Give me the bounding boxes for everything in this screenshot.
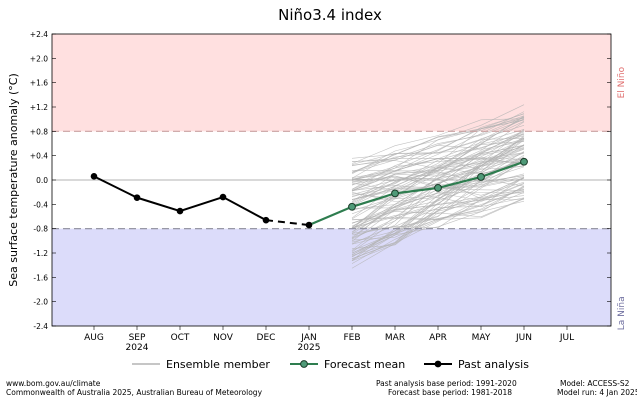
past-to-forecast-connector [265,219,310,227]
ensemble-member-line [351,192,525,209]
y-tick-label: +0.4 [30,152,48,161]
x-tick-label: DEC [257,333,276,343]
ensemble-member-line [352,192,525,229]
chart-title: Niño3.4 index [278,6,382,24]
forecast-mean-point [391,189,399,198]
ensemble-member-line [351,111,525,180]
past-analysis-point [133,194,141,201]
y-tick-label: +0.8 [30,127,48,136]
x-tick-label: MAR [385,333,405,343]
ensemble-member-line [351,159,525,232]
x-tick-label: OCT [171,333,190,343]
ensemble-member-line [351,152,525,181]
x-tick-label: FEB [343,333,360,343]
x-tick-label: MAY [472,333,491,343]
legend-forecast-marker [300,360,308,368]
forecast-start-point [305,221,313,229]
ensemble-member-line [351,160,525,261]
ensemble-member-line [351,200,525,221]
y-tick-label: -1.6 [33,273,48,282]
ensemble-member-line [351,199,524,236]
x-tick-label: JUL [559,333,574,343]
ensemble-member-line [351,197,525,249]
past-analysis-point [262,216,270,224]
la-nina-label: La Niña [617,296,627,330]
legend-label: Ensemble member [166,358,270,371]
footer-model-run: Model run: 4 Jan 2025 [557,388,637,397]
footer-past-base-period: Past analysis base period: 1991-2020 [376,379,517,388]
footer-model-name: Model: ACCESS-S2 [560,379,630,388]
ensemble-member-line [351,152,525,192]
forecast-mean-point [348,202,356,211]
ensemble-member-line [351,113,525,175]
ensemble-member-line [351,116,525,162]
ensemble-member-line [351,161,525,182]
y-tick-label: -1.2 [33,249,48,258]
ensemble-member-line [351,182,525,224]
y-tick-label: +1.6 [30,79,48,88]
ensemble-member-line [351,185,525,262]
ensemble-member-line [351,186,525,241]
ensemble-member-line [351,157,525,211]
ensemble-member-line [351,117,525,159]
x-tick-label: APR [429,333,447,343]
y-tick-label: +1.2 [30,103,48,112]
ensemble-member-line [351,171,525,183]
la-nina-region [52,228,611,326]
el-nino-region [52,34,611,132]
ensemble-member-line [351,195,525,220]
footer-website: www.bom.gov.au/climate [6,379,101,388]
ensemble-member-line [351,191,525,229]
footer-model-info: Model: ACCESS-S2 Model run: 4 Jan 2025 [557,379,637,397]
past-analysis-point [176,207,184,215]
ensemble-member-line [351,140,525,165]
footer-forecast-base-period: Forecast base period: 1981-2018 [388,388,513,397]
y-tick-label: +2.4 [30,30,48,39]
y-tick-label: -2.0 [33,298,48,307]
forecast-mean-point [520,157,528,166]
el-nino-label: El Niño [617,66,627,98]
forecast-mean-point [434,184,442,192]
ensemble-member-line [351,183,525,257]
y-tick-label: -0.8 [33,225,48,234]
y-tick-label: +2.0 [30,54,48,63]
ensemble-member-line [351,116,525,202]
x-tick-label: JUN [515,333,532,343]
ensemble-member-line [351,177,525,200]
ensemble-member-line [351,151,525,228]
legend-label: Past analysis [458,358,529,371]
x-year-label: 2025 [298,343,321,353]
footer-credits: www.bom.gov.au/climate Commonwealth of A… [6,379,262,397]
y-axis-label: Sea surface temperature anomaly (°C) [7,73,20,287]
ensemble-member-line [351,160,525,254]
footer-copyright: Commonwealth of Australia 2025, Australi… [6,388,263,397]
ensemble-member-line [351,157,525,170]
past-analysis-point [90,173,98,180]
legend-past-marker [434,360,442,368]
legend: Ensemble member Forecast mean Past analysi… [132,358,529,371]
y-tick-label: 0.0 [36,176,48,185]
x-year-label: 2024 [126,343,149,353]
legend-label: Forecast mean [324,358,405,371]
ensemble-member-line [351,118,525,164]
x-tick-label: AUG [84,333,104,343]
forecast-mean-line [308,160,525,227]
past-analysis-point [219,193,227,201]
x-tick-label: NOV [213,333,234,343]
ensemble-member-line [351,131,525,204]
plot-area: +2.4 +2.0 +1.6 +1.2 +0.8 +0.4 0.0 -0.4 -0.8 -1.2 -… [30,30,627,353]
ensemble-member-line [351,130,525,173]
footer-base-periods: Past analysis base period: 1991-2020 For… [376,379,517,397]
y-tick-label: -2.4 [33,322,48,331]
forecast-mean-point [477,173,485,181]
x-tick-label: JAN [300,333,316,343]
y-tick-label: -0.4 [33,200,48,209]
x-tick-label: SEP [129,333,146,343]
ensemble-member-line [351,129,525,186]
